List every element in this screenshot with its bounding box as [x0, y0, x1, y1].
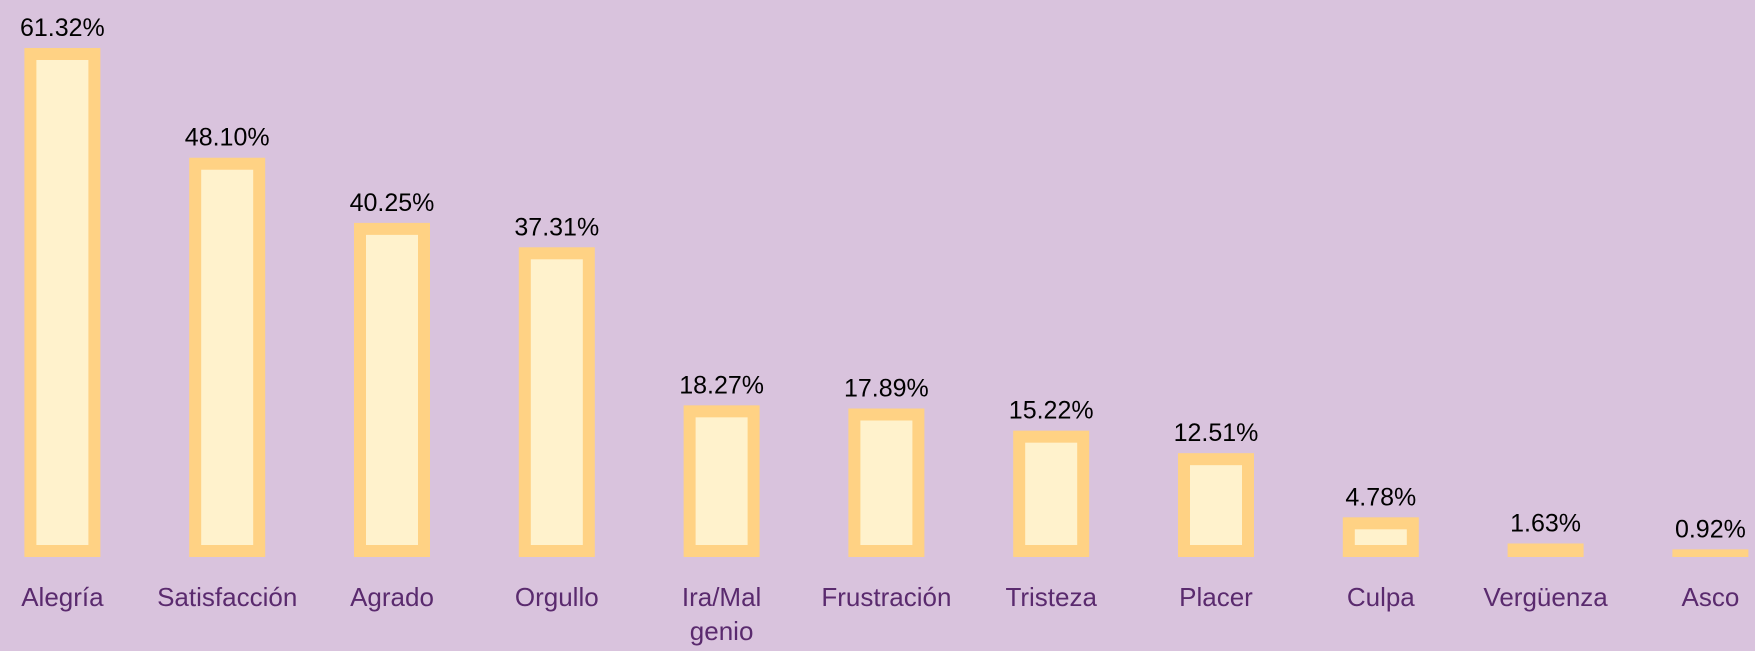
bar-fill: [860, 420, 913, 545]
data-label: 37.31%: [514, 213, 599, 241]
x-tick-label: Tristeza: [986, 580, 1116, 614]
x-tick-label: Agrado: [327, 580, 457, 614]
x-tick-text: Tristeza: [1005, 582, 1097, 612]
bar-fill: [36, 60, 89, 545]
bar-fill: [695, 417, 748, 545]
x-tick-label: Satisfacción: [157, 580, 297, 614]
x-tick-text: Satisfacción: [157, 582, 298, 612]
x-tick-text: Agrado: [350, 582, 434, 612]
data-label: 12.51%: [1174, 419, 1259, 447]
x-tick-label: Alegría: [0, 580, 127, 614]
x-tick-text: Culpa: [1346, 582, 1415, 612]
x-tick-text: Vergüenza: [1483, 582, 1608, 612]
x-tick-label: Vergüenza: [1481, 580, 1611, 614]
data-label: 17.89%: [844, 375, 929, 403]
x-tick-text: Frustración: [821, 582, 952, 612]
x-tick-label: Asco: [1645, 580, 1755, 614]
x-tick-text: Ira/Mal genio: [681, 582, 762, 646]
data-label: 15.22%: [1009, 397, 1094, 425]
x-tick-text: Placer: [1179, 582, 1253, 612]
bar-fill: [1025, 442, 1078, 545]
data-label: 40.25%: [350, 189, 435, 217]
bar: [1507, 543, 1584, 557]
x-tick-label: Placer: [1151, 580, 1281, 614]
bar-fill: [201, 169, 254, 546]
data-label: 0.92%: [1675, 515, 1746, 543]
data-label: 61.32%: [20, 14, 105, 42]
x-tick-label: Orgullo: [492, 580, 622, 614]
bar-fill: [366, 234, 418, 545]
x-tick-label: Culpa: [1316, 580, 1446, 614]
data-label: 1.63%: [1510, 509, 1581, 537]
x-tick-label: Ira/Mal genio: [657, 580, 787, 648]
x-tick-text: Alegría: [21, 582, 104, 612]
bar-fill: [530, 259, 583, 545]
bar-fill: [1354, 529, 1407, 545]
bar-fill: [1190, 465, 1242, 545]
x-tick-text: Asco: [1681, 582, 1740, 612]
bar: [1672, 549, 1749, 557]
x-tick-label: Frustración: [821, 580, 951, 614]
data-label: 4.78%: [1345, 483, 1416, 511]
data-label: 18.27%: [679, 371, 764, 399]
x-tick-text: Orgullo: [514, 582, 599, 612]
data-label: 48.10%: [185, 124, 270, 152]
